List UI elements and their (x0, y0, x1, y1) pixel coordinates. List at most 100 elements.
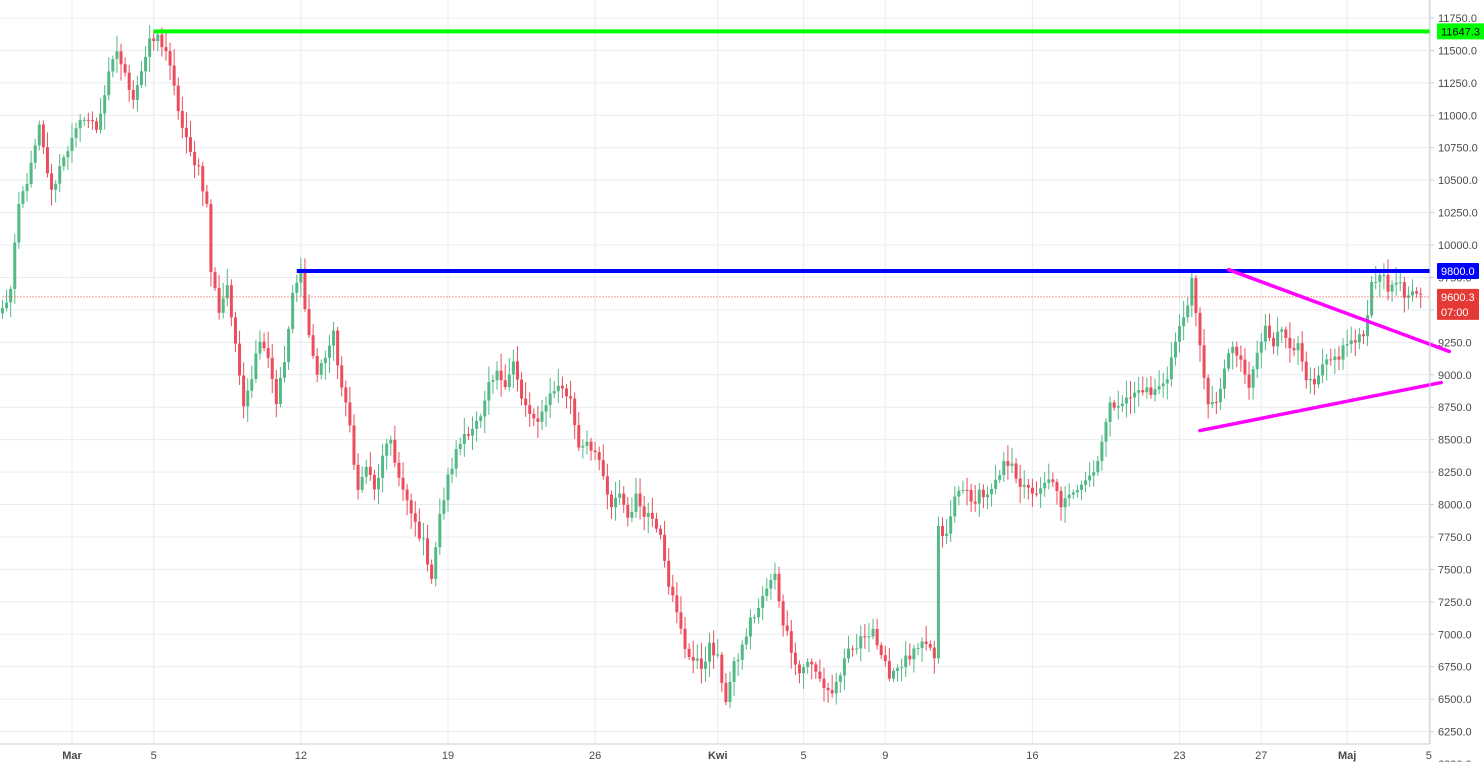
candle-body (1071, 492, 1075, 495)
trend-line (1198, 380, 1443, 433)
x-tick-label: 9 (882, 750, 888, 762)
candle-body (295, 282, 299, 293)
candle-body (765, 588, 769, 596)
candle-body (785, 625, 789, 632)
candle-body (908, 655, 912, 660)
candle-body (119, 51, 123, 65)
candle-body (1096, 460, 1100, 473)
candle-body (1149, 387, 1153, 395)
candle-body (634, 493, 638, 513)
candle-body (887, 661, 891, 679)
candle-body (217, 288, 221, 313)
candle-body (1296, 343, 1300, 351)
y-tick-label: 6000.0 (1438, 759, 1472, 762)
candle-body (54, 183, 58, 190)
candle-body (111, 59, 115, 72)
candle-body (659, 528, 663, 535)
candle-body (1198, 312, 1202, 346)
candle-body (757, 608, 761, 618)
candle-body (201, 166, 205, 192)
candle-body (356, 464, 360, 490)
candle-body (193, 151, 197, 166)
y-tick-label: 6500.0 (1438, 694, 1472, 706)
candle-body (499, 370, 503, 381)
candle-body (1030, 487, 1034, 494)
candle-body (1206, 377, 1210, 405)
trend-lines (1198, 267, 1452, 433)
candle-body (565, 388, 569, 397)
candle-body (1026, 484, 1030, 488)
candle-body (1035, 493, 1039, 495)
y-tick-label: 9250.0 (1438, 337, 1472, 349)
candle-body (969, 490, 973, 502)
candle-body (1055, 482, 1059, 491)
candle-body (879, 645, 883, 656)
candle-body (1006, 461, 1010, 466)
candle-body (777, 573, 781, 602)
candle-body (66, 151, 70, 158)
candle-body (838, 675, 842, 682)
candle-body (1190, 278, 1194, 306)
candle-body (597, 452, 601, 461)
candle-body (205, 191, 209, 204)
candle-body (58, 166, 62, 184)
y-tick-label: 10750.0 (1438, 143, 1478, 155)
candle-body (86, 119, 90, 121)
candle-body (197, 165, 201, 167)
candle-body (1382, 274, 1386, 276)
time-axis[interactable]: Mar 5 12 19 26 Kwi 5 9 16 23 27 Maj 5 (62, 750, 1432, 762)
candle-body (691, 657, 695, 661)
candle-body (556, 385, 560, 392)
candle-body (650, 512, 654, 519)
candle-body (560, 385, 564, 389)
candle-body (985, 494, 989, 498)
candle-body (323, 357, 327, 364)
candle-body (270, 357, 274, 379)
candle-body (1218, 388, 1222, 403)
candle-body (1124, 397, 1128, 404)
candle-body (471, 428, 475, 436)
candle-body (626, 504, 630, 518)
candle-body (287, 328, 291, 363)
candle-body (466, 433, 470, 436)
candle-body (1398, 282, 1402, 284)
candle-body (1357, 334, 1361, 343)
candle-body (781, 601, 785, 626)
candle-body (528, 405, 532, 414)
candle-body (1280, 329, 1284, 332)
candle-body (1353, 340, 1357, 343)
candle-body (184, 127, 188, 138)
candle-body (928, 643, 932, 648)
candle-body (507, 374, 511, 388)
x-tick-label: 19 (442, 750, 454, 762)
candle-body (13, 242, 17, 289)
candle-body (671, 586, 675, 596)
y-tick-label: 11750.0 (1438, 13, 1477, 25)
price-tag-label: 9600.3 (1441, 292, 1475, 304)
candle-body (1223, 368, 1227, 389)
candle-body (50, 173, 54, 190)
candle-body (859, 636, 863, 649)
candle-body (364, 466, 368, 477)
candle-body (1415, 291, 1419, 294)
candle-body (1333, 356, 1337, 361)
candle-body (1227, 353, 1231, 369)
candle-body (540, 411, 544, 422)
candle-body (683, 628, 687, 649)
candle-body (450, 468, 454, 475)
price-tags: 11647.3 9800.0 9600.3 07:00 (1437, 23, 1484, 320)
candle-body (409, 500, 413, 514)
y-tick-label: 6750.0 (1438, 662, 1472, 674)
candle-body (957, 490, 961, 497)
candle-body (291, 292, 295, 329)
price-tag (1437, 23, 1484, 40)
candle-body (1084, 480, 1088, 485)
y-tick-label: 11250.0 (1438, 78, 1477, 90)
candle-body (834, 681, 838, 694)
candle-body (1059, 490, 1063, 508)
candle-body (1018, 478, 1022, 487)
candle-body (1304, 361, 1308, 381)
candle-body (1210, 401, 1214, 405)
candle-body (642, 506, 646, 517)
